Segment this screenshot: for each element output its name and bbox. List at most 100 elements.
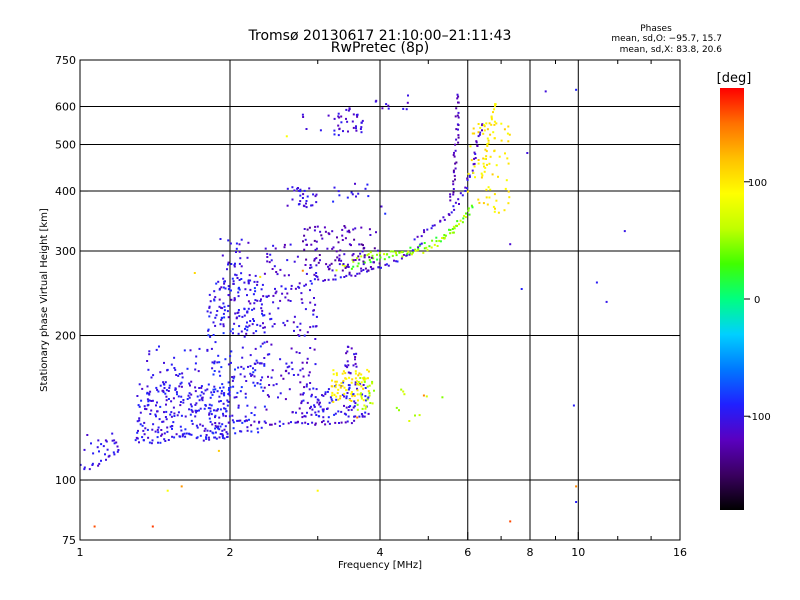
- data-point: [227, 381, 230, 384]
- data-point: [363, 380, 366, 383]
- data-point: [358, 372, 361, 375]
- data-point: [223, 407, 226, 410]
- data-point: [283, 324, 286, 327]
- data-point: [326, 247, 329, 250]
- data-point: [188, 392, 191, 395]
- data-point: [252, 293, 255, 296]
- data-point: [310, 395, 313, 398]
- data-point: [503, 128, 506, 131]
- data-point: [372, 267, 375, 270]
- data-point: [243, 375, 246, 378]
- data-point: [303, 248, 306, 251]
- data-point: [412, 251, 414, 254]
- data-point: [175, 391, 178, 394]
- data-point: [332, 200, 335, 203]
- data-point: [453, 227, 456, 230]
- data-point: [241, 346, 244, 349]
- data-point: [146, 360, 149, 362]
- data-point: [254, 299, 257, 302]
- data-point: [314, 396, 317, 399]
- data-point: [493, 123, 496, 126]
- data-point: [297, 189, 300, 192]
- data-point: [213, 409, 215, 412]
- x-tick-label: 6: [464, 546, 471, 559]
- y-tick-label: 75: [62, 534, 76, 547]
- data-point: [363, 379, 366, 382]
- data-point: [360, 121, 363, 124]
- data-point: [144, 427, 147, 430]
- data-point: [418, 414, 421, 417]
- data-point: [488, 162, 491, 165]
- data-point: [336, 256, 339, 259]
- data-point: [375, 99, 378, 102]
- data-point: [223, 394, 226, 397]
- data-point: [426, 228, 429, 231]
- data-point: [137, 404, 140, 407]
- data-point: [471, 132, 474, 135]
- data-point: [215, 437, 218, 440]
- data-point: [290, 347, 293, 350]
- data-point: [244, 392, 247, 395]
- data-point: [189, 384, 191, 387]
- data-point: [225, 431, 228, 434]
- data-point: [483, 170, 486, 173]
- data-point: [299, 329, 302, 332]
- data-point: [261, 283, 264, 286]
- data-point: [246, 419, 248, 422]
- data-point: [271, 369, 274, 372]
- data-point: [338, 422, 340, 424]
- data-point: [500, 122, 503, 125]
- data-point: [188, 432, 190, 435]
- data-point: [443, 218, 446, 221]
- data-point: [253, 280, 256, 283]
- data-point: [222, 286, 225, 289]
- data-point: [209, 335, 212, 338]
- data-point: [98, 462, 101, 465]
- data-point: [207, 329, 210, 332]
- data-point: [237, 309, 240, 311]
- data-point: [113, 442, 116, 445]
- data-point: [215, 426, 218, 429]
- data-point: [255, 330, 258, 333]
- data-point: [339, 397, 342, 400]
- data-point: [449, 195, 452, 198]
- data-point: [291, 368, 294, 371]
- data-point: [402, 254, 405, 256]
- data-point: [209, 311, 212, 314]
- data-point: [464, 186, 467, 189]
- data-point: [357, 262, 360, 265]
- colorbar-tick-label: 0: [754, 295, 760, 306]
- data-point: [108, 454, 111, 457]
- data-point: [430, 227, 433, 230]
- data-point: [179, 382, 182, 385]
- data-point: [423, 247, 426, 250]
- data-point: [263, 363, 266, 366]
- data-point: [319, 401, 321, 404]
- y-tick-label: 500: [55, 139, 76, 152]
- data-point: [302, 392, 305, 395]
- data-point: [238, 288, 241, 291]
- data-point: [233, 375, 236, 378]
- data-point: [282, 321, 285, 324]
- data-point: [208, 417, 211, 420]
- data-point: [252, 367, 254, 370]
- data-point: [347, 263, 349, 266]
- data-point: [263, 326, 266, 329]
- data-point: [141, 436, 144, 439]
- data-point: [168, 386, 171, 389]
- data-point: [211, 367, 214, 370]
- data-point: [91, 464, 94, 466]
- data-point: [475, 141, 478, 144]
- data-point: [452, 231, 455, 234]
- data-point: [575, 88, 578, 91]
- data-point: [280, 374, 283, 377]
- data-point: [369, 234, 372, 236]
- data-point: [384, 212, 387, 215]
- data-point: [260, 288, 263, 291]
- data-point: [272, 384, 275, 387]
- data-point: [241, 356, 244, 359]
- data-point: [233, 265, 236, 268]
- data-point: [282, 422, 285, 425]
- data-point: [266, 252, 269, 255]
- data-point: [259, 383, 262, 386]
